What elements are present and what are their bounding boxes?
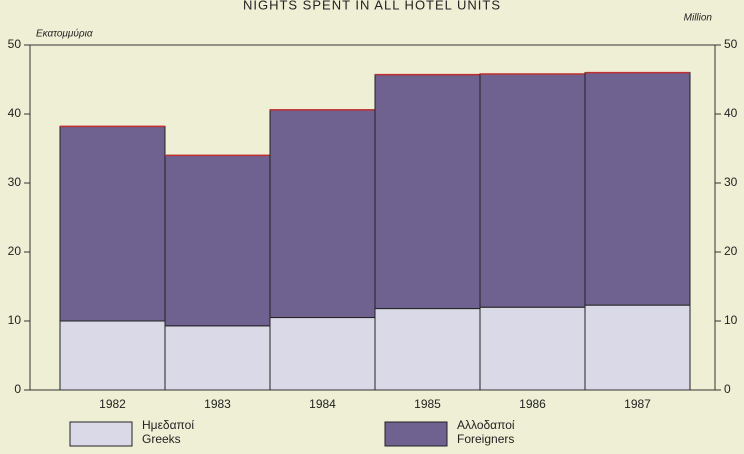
bar-segment bbox=[374, 74, 481, 310]
y-tick-label: 10 bbox=[8, 313, 22, 327]
chart-title: NIGHTS SPENT IN ALL HOTEL UNITS bbox=[243, 0, 501, 12]
legend-label: Foreigners bbox=[457, 432, 514, 446]
legend-label: Αλλοδαποί bbox=[457, 418, 515, 432]
bar-segment bbox=[59, 125, 166, 322]
x-tick-label: 1985 bbox=[414, 397, 441, 411]
legend-label: Ημεδαποί bbox=[142, 418, 194, 432]
y2-tick-label: 50 bbox=[724, 37, 738, 51]
x-tick-label: 1984 bbox=[309, 397, 336, 411]
bar-segment bbox=[59, 320, 166, 391]
legend-label: Greeks bbox=[142, 432, 181, 446]
y2-tick-label: 40 bbox=[724, 106, 738, 120]
y-tick-label: 40 bbox=[8, 106, 22, 120]
y-tick-label: 20 bbox=[8, 244, 22, 258]
bar-segment bbox=[269, 317, 376, 391]
bar-segment bbox=[584, 304, 691, 391]
y2-tick-label: 10 bbox=[724, 313, 738, 327]
bar-segment bbox=[164, 154, 271, 327]
bar-segment bbox=[269, 109, 376, 319]
legend-swatch bbox=[69, 421, 133, 447]
bar-segment bbox=[374, 308, 481, 391]
y2-tick-label: 20 bbox=[724, 244, 738, 258]
y-axis-label: Εκατομμύρια bbox=[36, 28, 93, 40]
y-tick-label: 0 bbox=[14, 382, 21, 396]
y2-tick-label: 0 bbox=[724, 382, 731, 396]
x-tick-label: 1987 bbox=[624, 397, 651, 411]
x-tick-label: 1982 bbox=[99, 397, 126, 411]
bar-segment bbox=[164, 325, 271, 391]
y2-axis-label: Million bbox=[684, 13, 713, 24]
bar-segment bbox=[584, 72, 691, 306]
x-tick-label: 1986 bbox=[519, 397, 546, 411]
bar-segment bbox=[479, 73, 586, 308]
y-tick-label: 30 bbox=[8, 175, 22, 189]
y2-tick-label: 30 bbox=[724, 175, 738, 189]
x-tick-label: 1983 bbox=[204, 397, 231, 411]
legend-swatch bbox=[384, 421, 448, 447]
bar-segment bbox=[479, 306, 586, 391]
y-tick-label: 50 bbox=[8, 37, 22, 51]
